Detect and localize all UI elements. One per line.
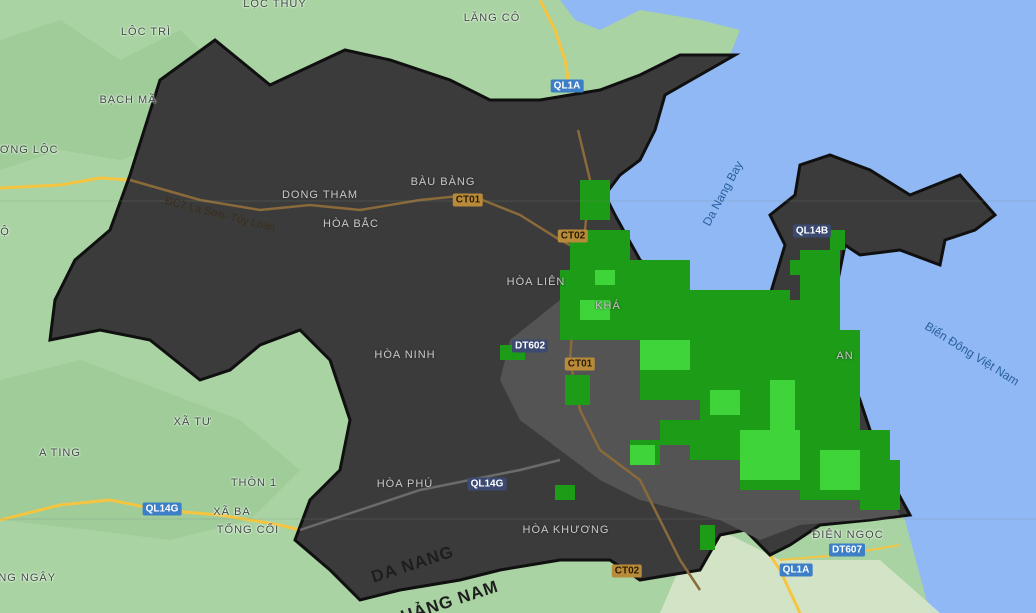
place-kha: KHÁ: [595, 300, 621, 312]
coverage-tile-light: [820, 450, 860, 490]
coverage-tile-light: [710, 390, 740, 415]
route-shield-ql1a-top: QL1A: [550, 79, 584, 93]
coverage-tile: [690, 315, 705, 325]
place-lang-co: LĂNG CÔ: [463, 12, 521, 24]
place-xa-tu: XÃ TƯ: [173, 416, 213, 428]
coverage-tile-light: [580, 300, 610, 320]
place-phuong-loc: ƯƠNG LỘC: [0, 144, 59, 156]
place-loc-thuy: LỘC THỦY: [243, 0, 307, 10]
place-dien-ngoc: ĐIỆN NGỌC: [812, 529, 884, 541]
place-hoa-phu: HÒA PHÚ: [376, 478, 434, 490]
route-shield-ct02-a: CT02: [557, 229, 589, 243]
sea-area-south: [905, 520, 1036, 613]
route-shield-ql14g-a: QL14G: [142, 502, 182, 516]
place-hoa-bac: HÒA BẮC: [323, 218, 379, 230]
coverage-tile: [790, 260, 810, 275]
sea-area: [560, 0, 1036, 613]
place-ngay: ƠNG NGÂY: [0, 572, 57, 584]
coverage-tile-light: [640, 340, 690, 370]
route-shield-ct02-b: CT02: [611, 564, 643, 578]
route-shield-ql1a-bottom: QL1A: [779, 563, 813, 577]
place-an-right: AN: [836, 350, 854, 362]
road-left: [0, 176, 131, 190]
coverage-tile: [660, 420, 690, 445]
place-bau-bang: BÀU BÀNG: [410, 176, 476, 188]
place-thon-1: THÔN 1: [230, 477, 278, 489]
route-shield-ct01-a: CT01: [452, 193, 484, 207]
place-dong-tham: DONG THAM: [281, 189, 359, 201]
coverage-tile: [700, 525, 715, 550]
coverage-tile-light: [740, 430, 800, 480]
coverage-tile-light: [630, 445, 655, 465]
coverage-tile: [830, 230, 845, 250]
road-dc7: [129, 178, 601, 262]
coverage-tile: [580, 180, 610, 220]
route-shield-ql14b: QL14B: [792, 224, 832, 238]
place-hoa-lien: HÒA LIÊN: [506, 276, 566, 288]
place-tong-coi: TỔNG CỐI: [216, 524, 280, 536]
place-a-ting: A TING: [39, 447, 81, 459]
coverage-tile: [555, 485, 575, 500]
road-ql14g-inside: [299, 458, 561, 532]
place-o-left: Ộ: [0, 226, 10, 238]
terrain-shade-2: [0, 360, 300, 540]
coverage-tile-light: [595, 270, 615, 285]
route-shield-dt607: DT607: [828, 543, 866, 557]
coverage-tile-light: [770, 380, 795, 430]
place-bach-ma: BẠCH MÃ: [99, 94, 157, 106]
coverage-overlay-light: [580, 270, 860, 490]
route-shield-dt602: DT602: [511, 339, 549, 353]
coverage-tile: [565, 375, 590, 405]
place-loc-tri: LỘC TRÌ: [120, 26, 172, 38]
route-shield-ct01-b: CT01: [564, 357, 596, 371]
place-xa-ba: XÃ BA: [213, 506, 251, 518]
coverage-tile: [860, 460, 900, 510]
place-hoa-ninh: HÒA NINH: [374, 349, 436, 361]
route-shield-ql14g-b: QL14G: [467, 477, 507, 491]
place-hoa-khuong: HÒA KHƯƠNG: [522, 524, 610, 536]
